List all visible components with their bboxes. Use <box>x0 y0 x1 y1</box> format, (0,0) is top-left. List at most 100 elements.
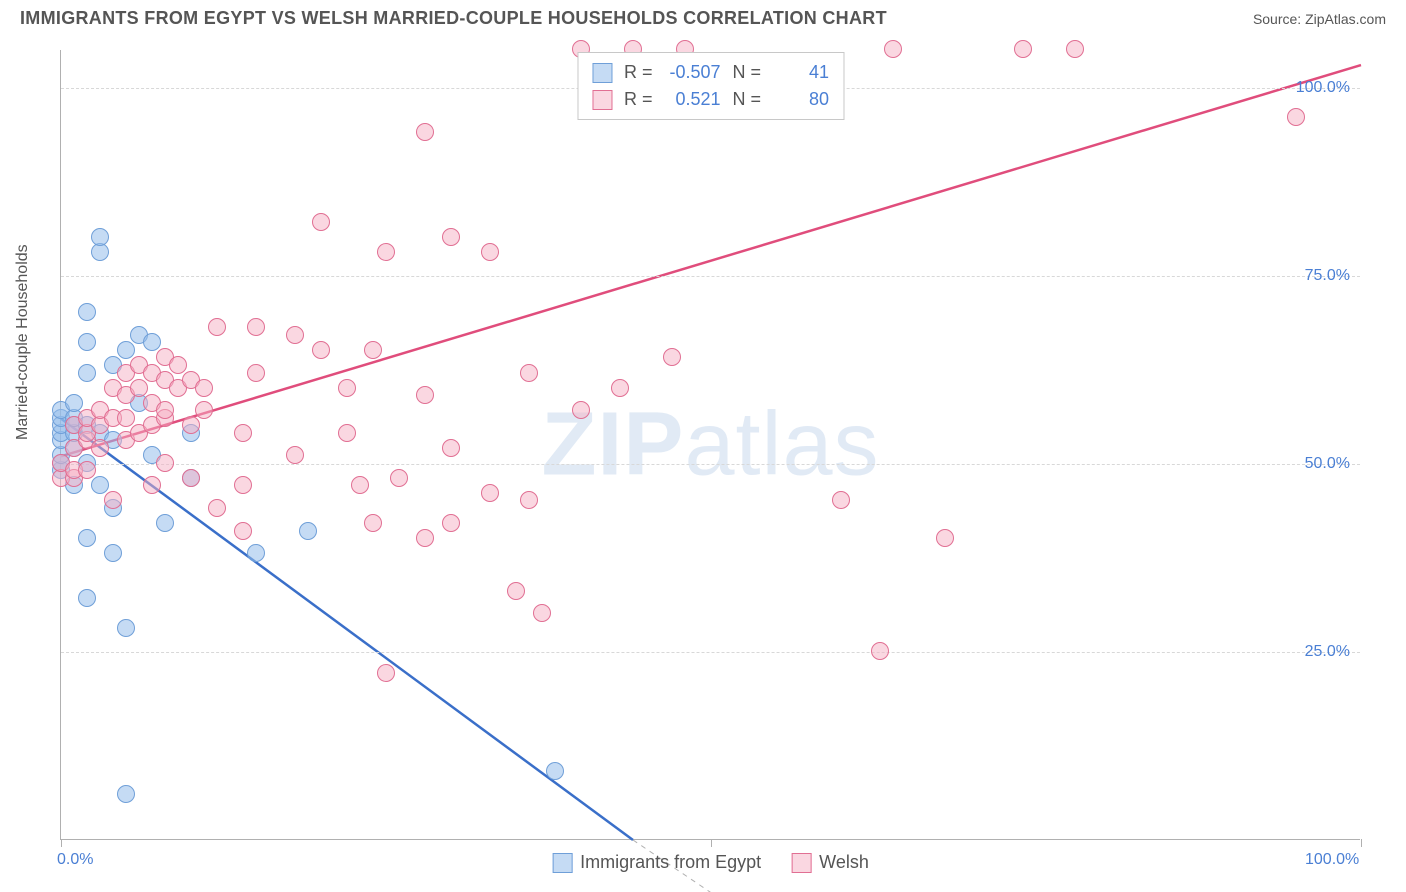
legend-row: R = -0.507 N = 41 <box>592 59 829 86</box>
legend-swatch <box>552 853 572 873</box>
scatter-point <box>520 364 538 382</box>
scatter-point <box>572 401 590 419</box>
scatter-point <box>871 642 889 660</box>
scatter-point <box>312 341 330 359</box>
source-label: Source: <box>1253 11 1301 27</box>
source-link[interactable]: ZipAtlas.com <box>1305 11 1386 27</box>
scatter-point <box>884 40 902 58</box>
scatter-chart: ZIPatlas 25.0%50.0%75.0%100.0%0.0%100.0%… <box>60 50 1360 840</box>
scatter-point <box>507 582 525 600</box>
scatter-point <box>117 341 135 359</box>
scatter-point <box>442 439 460 457</box>
chart-header: IMMIGRANTS FROM EGYPT VS WELSH MARRIED-C… <box>0 0 1406 33</box>
scatter-point <box>416 529 434 547</box>
scatter-point <box>286 446 304 464</box>
r-label: R = <box>624 86 653 113</box>
legend-item: Welsh <box>791 852 869 873</box>
scatter-point <box>1287 108 1305 126</box>
scatter-point <box>364 341 382 359</box>
scatter-point <box>286 326 304 344</box>
legend-swatch <box>791 853 811 873</box>
scatter-point <box>247 364 265 382</box>
scatter-point <box>546 762 564 780</box>
scatter-point <box>65 394 83 412</box>
scatter-point <box>78 364 96 382</box>
x-tick-mark <box>1361 839 1362 847</box>
x-tick-mark <box>711 839 712 847</box>
scatter-point <box>91 476 109 494</box>
scatter-point <box>208 499 226 517</box>
scatter-point <box>364 514 382 532</box>
scatter-point <box>195 401 213 419</box>
scatter-point <box>156 401 174 419</box>
scatter-point <box>377 243 395 261</box>
scatter-point <box>91 439 109 457</box>
legend-swatch <box>592 90 612 110</box>
scatter-point <box>533 604 551 622</box>
scatter-point <box>117 785 135 803</box>
scatter-point <box>104 491 122 509</box>
scatter-point <box>416 123 434 141</box>
scatter-point <box>78 589 96 607</box>
n-value: 41 <box>773 59 829 86</box>
grid-line <box>61 464 1360 465</box>
n-label: N = <box>733 59 762 86</box>
scatter-point <box>520 491 538 509</box>
scatter-point <box>78 529 96 547</box>
scatter-point <box>104 544 122 562</box>
scatter-point <box>663 348 681 366</box>
scatter-point <box>78 303 96 321</box>
y-tick-label: 25.0% <box>1305 643 1350 661</box>
scatter-point <box>130 379 148 397</box>
n-label: N = <box>733 86 762 113</box>
scatter-point <box>234 522 252 540</box>
x-tick-label: 0.0% <box>57 851 93 869</box>
r-value: -0.507 <box>665 59 721 86</box>
scatter-point <box>169 356 187 374</box>
correlation-legend: R =-0.507N =41R =0.521N =80 <box>577 52 844 120</box>
scatter-point <box>117 409 135 427</box>
scatter-point <box>390 469 408 487</box>
scatter-point <box>117 619 135 637</box>
scatter-point <box>1066 40 1084 58</box>
scatter-point <box>143 476 161 494</box>
x-tick-mark <box>61 839 62 847</box>
legend-series-name: Welsh <box>819 852 869 873</box>
scatter-point <box>247 544 265 562</box>
scatter-point <box>208 318 226 336</box>
scatter-point <box>195 379 213 397</box>
grid-line <box>61 276 1360 277</box>
scatter-point <box>299 522 317 540</box>
trend-line <box>61 65 1361 456</box>
scatter-point <box>78 333 96 351</box>
legend-item: Immigrants from Egypt <box>552 852 761 873</box>
legend-row: R =0.521N =80 <box>592 86 829 113</box>
scatter-point <box>156 514 174 532</box>
legend-swatch <box>592 63 612 83</box>
scatter-point <box>377 664 395 682</box>
scatter-point <box>1014 40 1032 58</box>
scatter-point <box>91 228 109 246</box>
chart-title: IMMIGRANTS FROM EGYPT VS WELSH MARRIED-C… <box>20 8 887 29</box>
scatter-point <box>442 228 460 246</box>
scatter-point <box>78 461 96 479</box>
scatter-point <box>936 529 954 547</box>
scatter-point <box>182 469 200 487</box>
scatter-point <box>234 476 252 494</box>
r-value: 0.521 <box>665 86 721 113</box>
scatter-point <box>247 318 265 336</box>
r-label: R = <box>624 59 653 86</box>
x-tick-label: 100.0% <box>1305 851 1359 869</box>
y-axis-label: Married-couple Households <box>14 244 32 440</box>
legend-series-name: Immigrants from Egypt <box>580 852 761 873</box>
scatter-point <box>312 213 330 231</box>
scatter-point <box>832 491 850 509</box>
scatter-point <box>156 454 174 472</box>
grid-line <box>61 652 1360 653</box>
scatter-point <box>416 386 434 404</box>
scatter-point <box>611 379 629 397</box>
y-tick-label: 50.0% <box>1305 455 1350 473</box>
scatter-point <box>143 333 161 351</box>
chart-source: Source: ZipAtlas.com <box>1253 11 1386 27</box>
series-legend: Immigrants from Egypt Welsh <box>552 852 869 873</box>
